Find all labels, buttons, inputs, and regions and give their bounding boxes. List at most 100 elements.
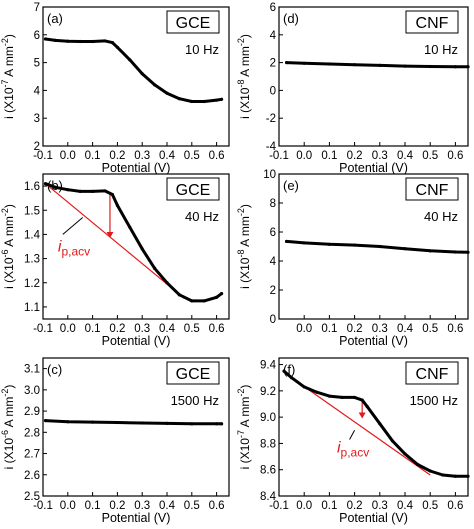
electrode-label-box — [405, 361, 459, 385]
data-point — [302, 241, 306, 245]
data-point — [140, 72, 144, 76]
data-point — [353, 63, 357, 67]
y-axis-label-part: -6 — [0, 430, 10, 438]
x-tick-label: 0.2 — [109, 323, 125, 335]
y-tick-label: 6 — [34, 30, 40, 42]
x-tick-label: 0.3 — [134, 500, 150, 512]
chart-panel: -0.1 0.0 0.1 0.2 0.3 0.4 0.5 0.6 1.1 1.2 1.3 1.4 1.5… — [0, 173, 230, 348]
y-tick-label: 1.4 — [24, 229, 41, 241]
data-point — [190, 99, 194, 104]
y-tick-label: 2.7 — [24, 449, 40, 461]
y-tick-label: 2 — [270, 58, 276, 70]
plot-frame — [278, 357, 469, 497]
electrode-label-box — [166, 361, 220, 385]
y-tick-label: 2.6 — [24, 470, 40, 482]
frequency-label: 1500 Hz — [410, 393, 458, 408]
y-tick-label: 3.1 — [24, 364, 40, 376]
x-tick-label: 0.2 — [109, 500, 125, 512]
data-point — [284, 61, 289, 65]
y-tick-label: 2.5 — [24, 491, 40, 503]
x-tick-label: 0.4 — [159, 323, 176, 335]
data-point — [140, 247, 144, 251]
data-point — [128, 58, 132, 62]
peak-current-subscript: p,acv — [341, 446, 370, 460]
data-point — [428, 249, 432, 253]
data-point — [428, 469, 432, 473]
x-tick-label: 0.6 — [447, 150, 463, 162]
y-tick-label: 8 — [270, 198, 276, 210]
data-point — [202, 299, 206, 303]
x-tick-label: 0.0 — [60, 323, 76, 335]
x-tick-label: 0.0 — [60, 150, 76, 162]
data-point — [378, 63, 382, 67]
chart-panel: -0.1 0.0 0.1 0.2 0.3 0.4 0.5 0.6 2.5 2.6 2.7 2.8 2.9… — [0, 357, 230, 525]
y-tick-label: 7 — [34, 2, 40, 14]
x-tick-label: 0.1 — [85, 323, 101, 335]
y-axis-label-part: i (X10 — [238, 87, 252, 119]
y-axis-label-part: ) — [2, 385, 16, 389]
data-point — [327, 242, 331, 246]
data-point — [177, 97, 181, 101]
peak-current-symbol: i — [337, 440, 341, 457]
frequency-label: 40 Hz — [424, 209, 458, 224]
data-point — [153, 266, 157, 270]
y-tick-label: 1.2 — [24, 278, 40, 290]
electrode-label-box — [405, 177, 459, 201]
data-point — [353, 243, 357, 247]
data-point — [284, 239, 289, 244]
y-axis-label-part: -2 — [236, 38, 246, 46]
data-point — [390, 439, 394, 443]
y-axis-label: i (X10-7 A mm-2) — [236, 385, 252, 470]
data-point — [466, 474, 470, 478]
electrode-label-box — [166, 10, 220, 34]
x-tick-label: 0.0 — [60, 500, 76, 512]
data-series-line — [285, 61, 470, 69]
data-point — [66, 420, 70, 424]
x-tick-label: 0.1 — [321, 323, 337, 335]
data-point — [190, 299, 194, 303]
y-axis-label-part: -2 — [0, 38, 10, 46]
y-tick-label: 8.6 — [260, 465, 276, 477]
data-point — [282, 369, 286, 373]
x-tick-label: 0.0 — [296, 150, 312, 162]
chart-panel: -0.1 0.0 0.1 0.2 0.3 0.4 0.5 0.6 2 3 4 5 6 7 Potential… — [0, 2, 230, 175]
x-tick-label: 0.4 — [397, 150, 414, 162]
data-point — [190, 422, 194, 426]
y-axis-label-part: ) — [238, 385, 252, 389]
electrode-label: GCE — [176, 15, 211, 32]
y-tick-label: 2 — [270, 285, 276, 297]
y-tick-label: 10 — [263, 169, 276, 181]
data-point — [215, 98, 219, 102]
y-axis-label-part: -6 — [0, 249, 10, 257]
y-tick-label: 1.1 — [24, 302, 40, 314]
y-tick-label: 9.2 — [260, 386, 276, 398]
y-tick-label: 4 — [270, 256, 277, 268]
data-point — [43, 182, 48, 186]
x-tick-label: 0.1 — [321, 150, 337, 162]
y-tick-label: 1.5 — [24, 205, 40, 217]
plot-frame — [278, 173, 469, 320]
data-point — [165, 421, 169, 425]
data-point — [441, 473, 445, 477]
data-point — [43, 419, 48, 423]
x-tick-label: -0.1 — [33, 150, 53, 162]
data-point — [103, 39, 107, 43]
x-tick-label: 0.2 — [109, 150, 125, 162]
plot-frame — [42, 6, 230, 147]
x-tick-label: 0.4 — [397, 500, 414, 512]
y-axis-label-part: -8 — [236, 249, 246, 257]
chart-panel: 0.0 0.1 0.2 0.3 0.4 0.5 0.6 0 2 4 6 8 10 Potential (V… — [236, 169, 470, 348]
data-point — [403, 452, 407, 456]
y-tick-label: 0 — [270, 85, 276, 97]
y-axis-label-part: A mm — [2, 397, 16, 430]
y-tick-label: 3.0 — [24, 385, 40, 397]
x-tick-label: 0.2 — [347, 500, 363, 512]
data-point — [115, 45, 119, 49]
y-tick-label: 6 — [270, 2, 276, 14]
x-tick-label: -0.1 — [33, 500, 53, 512]
y-tick-label: 0 — [270, 314, 276, 326]
x-tick-label: 0.5 — [184, 500, 200, 512]
x-axis-label: Potential (V) — [339, 511, 408, 525]
data-point — [128, 225, 132, 229]
plot-frame — [278, 6, 469, 147]
